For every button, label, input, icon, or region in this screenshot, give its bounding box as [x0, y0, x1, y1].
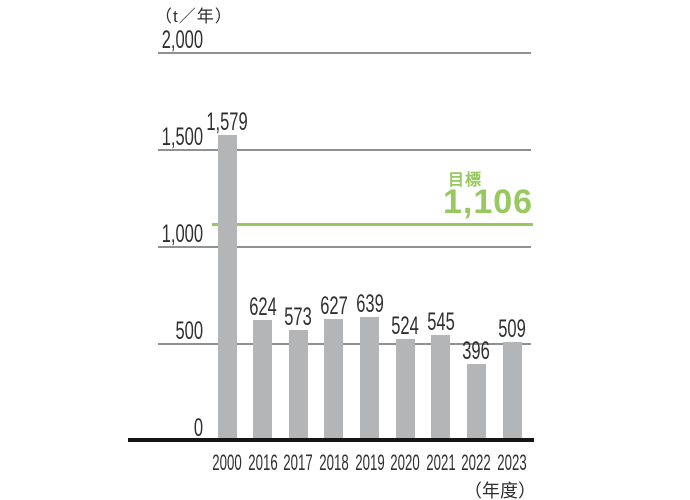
value-label-2017: 573	[284, 302, 313, 331]
bar-2022	[466, 364, 486, 441]
x-tick-2016: 2016	[247, 450, 278, 475]
bar-2000	[217, 134, 237, 441]
value-label-2019: 639	[355, 290, 384, 319]
x-axis-unit-label: （年度）	[464, 481, 536, 500]
bar-2023	[502, 342, 522, 441]
bar-2021	[431, 335, 451, 441]
bar-2016	[253, 319, 273, 441]
bar-2018	[324, 319, 344, 441]
value-label-2000: 1,579	[206, 107, 248, 136]
value-label-2016: 624	[248, 292, 277, 321]
target-line-label: 目標	[448, 172, 483, 189]
value-label-2021: 545	[426, 308, 455, 337]
y-tick-label-0: 0	[193, 414, 203, 442]
x-tick-2000: 2000	[212, 450, 242, 475]
x-tick-2017: 2017	[283, 450, 313, 475]
bar-2017	[288, 329, 308, 441]
x-tick-2018: 2018	[319, 450, 349, 475]
y-tick-label-1500: 1,500	[161, 123, 203, 151]
x-tick-2022: 2022	[461, 450, 492, 475]
gridline-1000	[158, 246, 531, 248]
y-tick-label-2000: 2,000	[161, 26, 203, 54]
value-label-2020: 524	[391, 312, 419, 341]
value-label-2023: 509	[498, 315, 526, 344]
target-line-value: 1,106	[443, 183, 534, 221]
x-tick-2023: 2023	[497, 450, 527, 475]
y-tick-label-500: 500	[175, 317, 203, 345]
value-label-2018: 627	[320, 292, 348, 321]
x-axis-line	[128, 438, 534, 442]
y-axis-unit-label: （t／年）	[155, 7, 233, 26]
gridline-1500	[158, 149, 531, 151]
gridline-2000	[158, 52, 531, 54]
value-label-2022: 396	[462, 337, 491, 366]
x-tick-2020: 2020	[390, 450, 420, 475]
x-tick-2021: 2021	[426, 450, 456, 475]
bar-2019	[360, 317, 379, 441]
y-tick-label-1000: 1,000	[161, 220, 203, 248]
x-tick-2019: 2019	[354, 450, 385, 475]
bar-2020	[395, 339, 415, 441]
gridline-500	[158, 343, 531, 345]
target-line	[212, 223, 533, 226]
